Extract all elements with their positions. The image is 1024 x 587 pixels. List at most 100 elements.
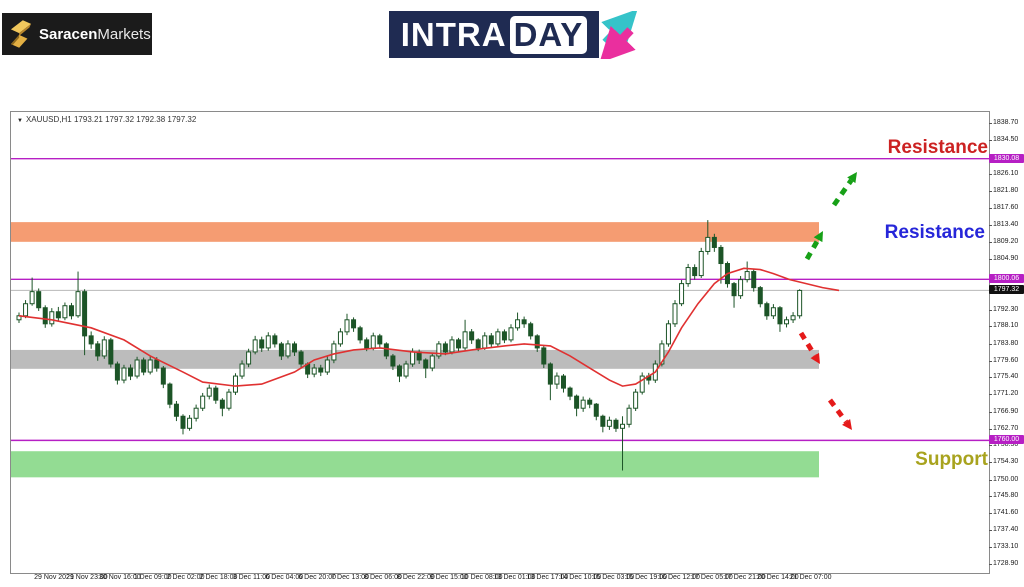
price-tick-label: 1775.40 bbox=[988, 373, 1019, 381]
time-axis-label: 8 Dec 22:00 bbox=[397, 574, 435, 581]
candle-body bbox=[23, 303, 29, 317]
price-tick-label: 1779.60 bbox=[988, 356, 1019, 364]
chart-plot-area[interactable]: ▼ XAUUSD,H1 1793.21 1797.32 1792.38 1797.… bbox=[10, 111, 990, 574]
candle-body bbox=[377, 335, 383, 345]
candle-body bbox=[88, 335, 94, 345]
saracen-markets-logo: SaracenMarkets bbox=[2, 13, 152, 55]
time-axis-label: 15 Dec 19:00 bbox=[625, 574, 668, 581]
candle-body bbox=[42, 307, 48, 325]
price-tick-label: 1821.80 bbox=[988, 186, 1019, 194]
price-tick-label: 1809.20 bbox=[988, 237, 1019, 245]
candle-body bbox=[331, 343, 337, 361]
candle-body bbox=[337, 331, 343, 345]
candle-body bbox=[187, 417, 193, 429]
candle-body bbox=[462, 331, 468, 349]
candle-body bbox=[672, 303, 678, 325]
projection-down-arrow-1 bbox=[798, 331, 817, 357]
resistance-zone bbox=[11, 222, 819, 242]
candle-body bbox=[193, 407, 199, 419]
intraday-logo: INTRA DAY bbox=[389, 11, 599, 58]
candle-body bbox=[265, 335, 271, 349]
time-axis[interactable]: 29 Nov 2021 29 Nov 23:00 30 Nov 16:00 1 Dec… bbox=[10, 574, 1000, 586]
time-axis-label: 2 Dec 18:00 bbox=[199, 574, 238, 581]
intraday-arrows-icon bbox=[599, 11, 638, 59]
time-axis-label: 1 Dec 09:00 bbox=[133, 574, 172, 581]
candle-body bbox=[344, 319, 350, 333]
candle-body bbox=[633, 391, 639, 409]
candle-body bbox=[108, 339, 114, 365]
support-label-2: Support bbox=[915, 449, 988, 470]
candle-body bbox=[173, 403, 179, 417]
time-axis-label: 15 Dec 03:00 bbox=[592, 574, 635, 581]
price-tick-label: 1733.10 bbox=[988, 543, 1019, 551]
chart-title: ▼ XAUUSD,H1 1793.21 1797.32 1792.38 1797.… bbox=[17, 115, 196, 124]
candle-body bbox=[232, 375, 238, 393]
candle-body bbox=[639, 375, 645, 393]
candle-body bbox=[777, 307, 783, 325]
candle-body bbox=[738, 279, 744, 297]
time-axis-label: 16 Dec 12:00 bbox=[658, 574, 700, 581]
resistance-label-0: Resistance bbox=[887, 137, 988, 158]
candle-body bbox=[55, 311, 61, 319]
candle-body bbox=[449, 339, 455, 353]
saracen-logo-bold: Saracen bbox=[39, 25, 98, 43]
candle-body bbox=[134, 359, 140, 377]
time-axis-label: 14 Dec 10:00 bbox=[559, 574, 602, 581]
candle-body bbox=[141, 359, 147, 373]
time-axis-label: 21 Dec 07:00 bbox=[789, 574, 832, 581]
resistance-label-1: Resistance bbox=[884, 222, 985, 243]
candle-body bbox=[36, 291, 42, 309]
candle-body bbox=[252, 339, 258, 353]
candle-body bbox=[16, 315, 22, 321]
time-axis-label: 6 Dec 20:00 bbox=[298, 574, 337, 581]
candle-body bbox=[757, 287, 763, 305]
candle-body bbox=[213, 387, 219, 401]
price-level-tag: 1830.08 bbox=[989, 153, 1024, 163]
intraday-text-day: DAY bbox=[509, 15, 588, 54]
candle-body bbox=[718, 246, 724, 265]
candle-body bbox=[285, 343, 291, 357]
price-tick-label: 1758.50 bbox=[988, 441, 1019, 449]
candle-body bbox=[396, 365, 402, 377]
time-axis-label: 9 Dec 15:00 bbox=[429, 574, 468, 581]
candle-body bbox=[626, 407, 632, 425]
price-tick-label: 1792.30 bbox=[988, 305, 1019, 313]
candle-body bbox=[495, 331, 501, 345]
candle-body bbox=[226, 391, 232, 409]
candle-body bbox=[62, 305, 68, 319]
projection-down-arrow-1-head bbox=[810, 352, 820, 364]
candle-body bbox=[351, 319, 357, 329]
candle-body bbox=[370, 335, 376, 349]
price-tick-label: 1817.60 bbox=[988, 203, 1019, 211]
projection-down-arrow-2-head bbox=[842, 418, 852, 430]
candle-body bbox=[593, 403, 599, 417]
chart-dropdown-icon[interactable]: ▼ bbox=[17, 118, 23, 124]
price-tick-label: 1813.40 bbox=[988, 220, 1019, 228]
price-tick-label: 1783.80 bbox=[988, 339, 1019, 347]
candle-body bbox=[606, 419, 612, 427]
candle-body bbox=[534, 335, 540, 349]
candle-body bbox=[239, 363, 245, 377]
price-level-tag: 1760.00 bbox=[989, 435, 1024, 445]
candle-body bbox=[206, 387, 212, 397]
candle-body bbox=[475, 339, 481, 349]
candlestick-chart[interactable] bbox=[11, 112, 989, 573]
candle-body bbox=[128, 367, 134, 377]
projection-up-arrow-2-head bbox=[847, 172, 857, 184]
candle-body bbox=[679, 283, 685, 305]
price-axis[interactable]: 1838.70 1834.50 1826.10 1821.80 1817.60 1813.… bbox=[988, 111, 1024, 574]
price-tick-label: 1741.60 bbox=[988, 509, 1019, 517]
candle-body bbox=[436, 343, 442, 357]
candle-body bbox=[482, 335, 488, 349]
candle-body bbox=[797, 289, 803, 317]
price-tick-label: 1838.70 bbox=[988, 119, 1019, 127]
candle-body bbox=[324, 359, 330, 373]
candle-body bbox=[147, 359, 153, 373]
projection-up-arrow-2 bbox=[831, 178, 854, 207]
candle-body bbox=[29, 291, 35, 305]
candle-body bbox=[82, 291, 88, 337]
candle-body bbox=[560, 375, 566, 389]
price-tick-label: 1745.80 bbox=[988, 492, 1019, 500]
candle-body bbox=[698, 250, 704, 277]
candle-body bbox=[685, 267, 691, 285]
